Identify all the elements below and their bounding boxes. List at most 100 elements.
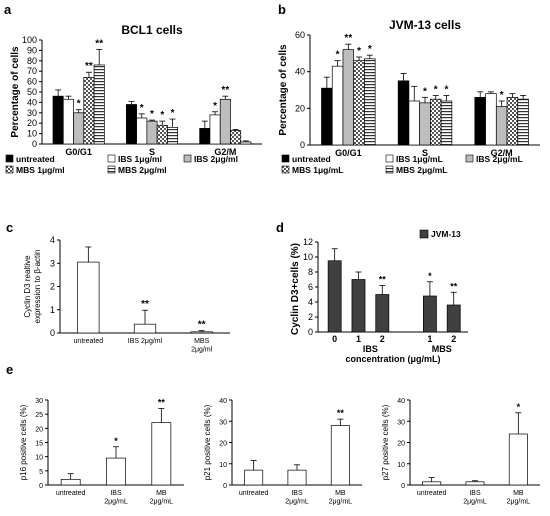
chart-a-y-tick-label: 100 — [22, 35, 37, 45]
chart-e1-x-tick-label: untreated — [56, 490, 86, 497]
chart-d-legend-label: JVM-13 — [431, 229, 461, 239]
chart-e3-x-tick-label: MB — [513, 490, 524, 497]
chart-e3-x-tick-label: untreated — [417, 490, 447, 497]
chart-c-bar — [133, 323, 157, 334]
chart-e1-y-tick-label: 15 — [35, 441, 43, 448]
chart-a-legend-swatch — [183, 154, 192, 163]
chart-a-y-tick-label: 30 — [27, 108, 37, 118]
chart-b-x-tick-label: S — [422, 148, 428, 158]
chart-d-bar — [327, 260, 342, 333]
panel-label-c: c — [6, 220, 13, 235]
chart-b-bar — [364, 58, 376, 146]
chart-a-bar — [209, 114, 221, 145]
chart-d-bar — [351, 279, 366, 333]
chart-a-legend-label: MBS 2μg/ml — [118, 165, 167, 175]
chart-a-bar — [219, 98, 231, 145]
chart-e2-bar — [287, 469, 307, 486]
chart-a-y-tick-label: 40 — [27, 97, 37, 107]
chart-e1-y-label: p16 positive cells (%) — [19, 404, 28, 480]
chart-a-y-tick-label: 10 — [27, 129, 37, 139]
chart-c-y-tick-label: 1 — [50, 305, 55, 315]
chart-b-bar — [517, 98, 529, 146]
chart-b-bar — [440, 100, 453, 146]
chart-e2-y-tick-label: 10 — [219, 462, 227, 469]
chart-e1-significance: ** — [158, 398, 166, 408]
chart-e-p21: 0 10 20 30 40 untreated IBS 2μg/mL ** MB 2μg/mL p21… — [203, 398, 362, 506]
chart-b-bar — [485, 93, 497, 146]
chart-b-significance: * — [368, 44, 372, 55]
chart-b-legend-label: MBS 1μg/mL — [292, 165, 343, 175]
chart-e2-x-tick-label: MB — [335, 490, 346, 497]
chart-d-x-tick-label: 2 — [380, 334, 385, 344]
chart-e2-x-tick-label: untreated — [239, 490, 269, 497]
chart-e-p16: 0 5 10 15 20 25 30 untreated * IBS 2μg/mL ** MB 2μg/m… — [19, 398, 184, 506]
chart-c-x-tick-label: MBS — [194, 338, 210, 345]
chart-a-significance: ** — [221, 85, 229, 96]
chart-a-significance: * — [213, 101, 217, 112]
chart-d-significance: * — [428, 271, 432, 281]
chart-b-bar — [430, 98, 442, 146]
chart-b-bar — [342, 49, 355, 146]
chart-d-y-tick-label: 10 — [303, 252, 313, 262]
chart-a-bar — [167, 127, 179, 145]
chart-b-y-tick-label: 60 — [295, 30, 305, 40]
chart-a-bar — [125, 104, 137, 145]
chart-d-significance: ** — [450, 281, 458, 291]
chart-c-x-tick-label: 2μg/ml — [191, 347, 213, 354]
chart-e1-y-tick-label: 25 — [35, 412, 43, 419]
chart-a-bar — [62, 98, 74, 145]
panel-label-d: d — [276, 220, 284, 235]
chart-c-y-tick-label: 0 — [50, 328, 55, 338]
chart-a-significance: ** — [85, 61, 93, 72]
chart-a-x-tick-label: G0/G1 — [65, 147, 92, 157]
chart-b-legend-swatch — [385, 154, 394, 163]
chart-b-legend-label: IBS 2μg/mL — [476, 154, 523, 164]
chart-a-significance: ** — [95, 38, 103, 49]
chart-d-y-tick-label: 6 — [308, 282, 313, 292]
chart-b-significance: * — [434, 85, 438, 96]
chart-b-bar — [331, 65, 344, 146]
chart-a-legend-label: untreated — [16, 154, 55, 164]
chart-b-y-tick-label: 0 — [300, 140, 305, 150]
chart-a-legend-swatch — [107, 154, 116, 163]
chart-e2-y-tick-label: 40 — [219, 398, 227, 405]
chart-e1-y-tick-label: 0 — [39, 483, 43, 490]
chart-a-y-tick-label: 0 — [32, 139, 37, 149]
chart-b-significance: * — [336, 50, 340, 61]
chart-a-bar — [83, 77, 95, 145]
chart-d-group-label: MBS — [432, 344, 452, 354]
chart-e3-y-tick-label: 40 — [397, 398, 405, 405]
chart-c-y-tick-label: 3 — [50, 258, 55, 268]
chart-a-bar — [73, 112, 85, 145]
chart-b-bar — [397, 80, 410, 146]
chart-a-bar — [199, 128, 211, 145]
chart-d-group-label: IBS — [363, 344, 378, 354]
chart-b-bar — [419, 102, 431, 146]
panel-label-a: a — [4, 2, 12, 17]
chart-e2-x-tick-label: IBS — [291, 490, 303, 497]
chart-b-bar — [506, 96, 519, 146]
chart-b-bar — [495, 106, 508, 146]
panel-label-e: e — [6, 362, 13, 377]
chart-d-x-label: concentration (μg/mL) — [345, 354, 440, 364]
chart-a-bar — [146, 120, 158, 145]
chart-e1-y-tick-label: 10 — [35, 455, 43, 462]
chart-e3-x-tick-label: 2μg/mL — [507, 499, 531, 506]
chart-b-significance: * — [357, 46, 361, 57]
chart-e1-bar — [106, 457, 126, 486]
chart-b-legend-label: untreated — [292, 154, 331, 164]
chart-e2-y-label: p21 positive cells (%) — [203, 404, 212, 480]
chart-d-y-tick-label: 8 — [308, 267, 313, 277]
chart-e3-x-tick-label: IBS — [469, 490, 481, 497]
chart-a-legend-swatch — [5, 154, 14, 163]
chart-e3-y-tick-label: 20 — [397, 441, 405, 448]
chart-c-significance: ** — [141, 299, 149, 310]
chart-a-y-tick-label: 50 — [27, 87, 37, 97]
chart-c-bar — [190, 331, 213, 334]
chart-a-legend-label: IBS 1μg/ml — [118, 154, 162, 164]
chart-a-bar — [230, 130, 242, 145]
chart-a-y-tick-label: 70 — [27, 66, 37, 76]
chart-d-y-tick-label: 0 — [308, 327, 313, 337]
chart-a-bar — [136, 117, 148, 145]
